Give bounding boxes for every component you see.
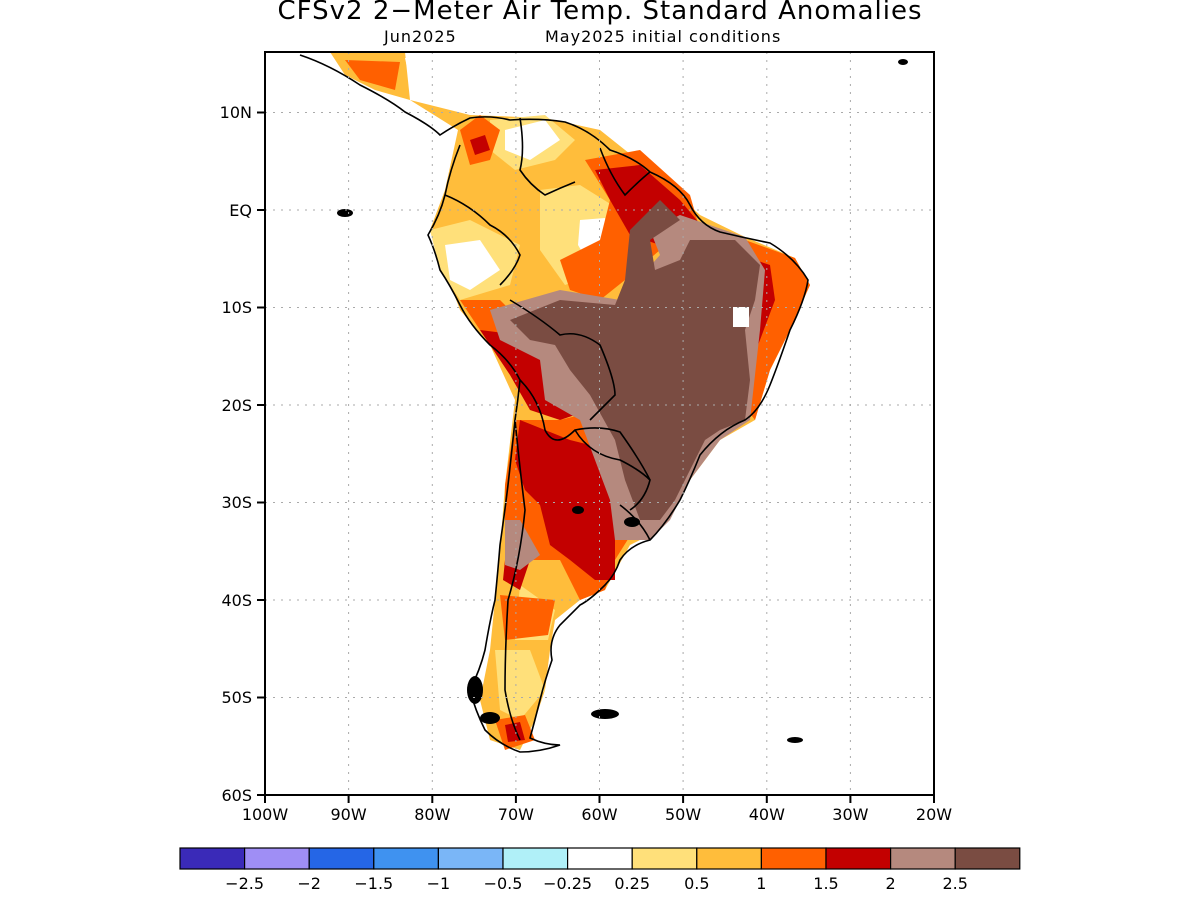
lon-label-50w: 50W (665, 805, 701, 824)
lon-label-30w: 30W (832, 805, 868, 824)
colorbar-swatch (696, 847, 762, 870)
lat-label-40s: 40S (221, 591, 252, 610)
colorbar-label: −1.5 (354, 874, 393, 893)
islands (337, 59, 908, 743)
lon-label-70w: 70W (498, 805, 534, 824)
lat-label-10s: 10S (221, 298, 252, 317)
colorbar-swatch (954, 847, 1021, 870)
lon-label-20w: 20W (916, 805, 952, 824)
map-title: CFSv2 2−Meter Air Temp. Standard Anomali… (277, 0, 923, 26)
lat-label-10n: 10N (220, 103, 252, 122)
lon-label-80w: 80W (414, 805, 450, 824)
colorbar-swatch (308, 847, 375, 870)
colorbar-label: 0.25 (614, 874, 650, 893)
initial-conditions-label: May2025 initial conditions (545, 27, 782, 46)
colorbar-swatch (179, 847, 246, 870)
colorbar-label: 1 (756, 874, 766, 893)
longitude-labels: 100W 90W 80W 70W 60W 50W 40W 30W 20W (242, 805, 952, 824)
lat-label-50s: 50S (221, 688, 252, 707)
anomaly-field (299, 52, 908, 753)
latitude-labels: 10N EQ 10S 20S 30S 40S 50S 60S (220, 103, 252, 805)
lon-label-90w: 90W (331, 805, 367, 824)
lat-label-20s: 20S (221, 396, 252, 415)
colorbar-swatch (631, 847, 698, 870)
colorbar-label: −2.5 (225, 874, 264, 893)
colorbar-swatch (889, 847, 956, 870)
colorbar-label: −1 (427, 874, 451, 893)
colorbar-swatch (244, 847, 310, 870)
colorbar-label: −0.25 (543, 874, 592, 893)
lat-label-30s: 30S (221, 493, 252, 512)
lon-label-100w: 100W (242, 805, 289, 824)
colorbar: −2.5 −2 −1.5 −1 −0.5 −0.25 0.25 0.5 1 1.5 2 2.5 (179, 847, 1021, 893)
colorbar-label: 0.5 (684, 874, 709, 893)
lon-label-40w: 40W (749, 805, 785, 824)
lon-label-60w: 60W (581, 805, 617, 824)
colorbar-swatch (566, 847, 633, 870)
colorbar-label: −2 (297, 874, 321, 893)
colorbar-swatch (825, 847, 892, 870)
colorbar-label: −0.5 (484, 874, 523, 893)
colorbar-swatch (373, 847, 439, 870)
colorbar-label: 1.5 (813, 874, 838, 893)
valid-month-label: Jun2025 (384, 27, 457, 46)
lat-label-60s: 60S (221, 786, 252, 805)
colorbar-label: 2.5 (942, 874, 967, 893)
axis-ticks (257, 111, 935, 803)
colorbar-swatch (760, 847, 827, 870)
colorbar-swatch (502, 847, 569, 870)
colorbar-label: 2 (886, 874, 896, 893)
colorbar-swatch (437, 847, 504, 870)
lat-label-eq: EQ (229, 201, 252, 220)
